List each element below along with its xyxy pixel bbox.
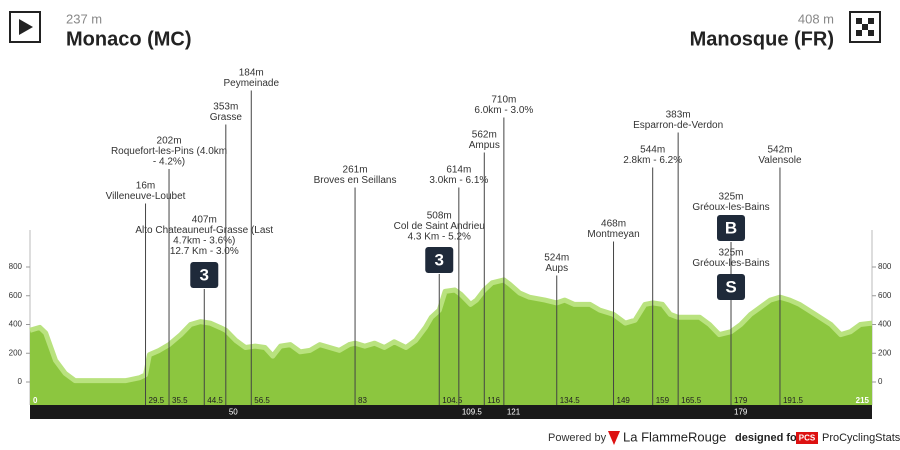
- x-tick-label: 35.5: [172, 396, 188, 405]
- x-tick-label: 50: [229, 408, 238, 417]
- x-tick-label: 29.5: [149, 396, 165, 405]
- waypoint-label: Peymeinade: [223, 78, 279, 89]
- start-icon: [9, 11, 41, 43]
- elevation-line: [29, 277, 873, 384]
- x-tick-label: 149: [617, 396, 631, 405]
- x-tick-label: 109.5: [462, 408, 483, 417]
- badge: [717, 215, 746, 241]
- waypoint-label: 383m: [666, 110, 691, 121]
- waypoint-label: 2.8km - 6.2%: [623, 155, 682, 166]
- x-tick-label: 159: [656, 396, 670, 405]
- waypoint-label: 261m: [343, 165, 368, 176]
- y-tick-label: 800: [878, 262, 892, 271]
- x-tick-label: 134.5: [560, 396, 581, 405]
- y-tick-label: 0: [18, 377, 23, 386]
- y-tick-label: 0: [878, 377, 883, 386]
- waypoint-label: Esparron-de-Verdon: [633, 120, 723, 131]
- distance-band: [30, 405, 872, 419]
- footer: Powered by La FlammeRouge designed for P…: [548, 429, 900, 445]
- x-tick-label: 0: [33, 396, 38, 405]
- x-tick-label: 191.5: [783, 396, 804, 405]
- x-tick-label: 179: [734, 408, 748, 417]
- waypoint-label: Ampus: [469, 140, 500, 151]
- y-tick-label: 200: [878, 348, 892, 357]
- waypoint-label: 184m: [239, 68, 264, 79]
- start-name: Monaco (MC): [66, 28, 192, 50]
- y-tick-label: 200: [9, 348, 23, 357]
- waypoint-label: Grasse: [210, 112, 243, 123]
- x-tick-label: 121: [507, 408, 521, 417]
- waypoint-label: 325m: [719, 192, 744, 203]
- waypoint-label: Aups: [545, 263, 568, 274]
- x-tick-label: 83: [358, 396, 367, 405]
- badge-label: S: [725, 277, 736, 296]
- badge-label: B: [725, 218, 737, 237]
- waypoint-label: Villeneuve-Loubet: [106, 191, 186, 202]
- waypoint-label: 202m: [157, 136, 182, 147]
- waypoint-label: 3.0km - 6.1%: [429, 175, 488, 186]
- waypoint-label: Col de Saint Andrieu: [394, 221, 485, 232]
- x-tick-label: 179: [734, 396, 748, 405]
- waypoint-label: 468m: [601, 219, 626, 230]
- waypoint-label: 508m: [427, 211, 452, 222]
- start-arrow: [19, 19, 33, 35]
- start-altitude: 237 m: [66, 11, 102, 26]
- finish-altitude: 408 m: [798, 11, 834, 26]
- waypoint-label: 12.7 Km - 3.0%: [170, 246, 239, 257]
- elevation-area: [30, 279, 872, 405]
- waypoint-label: 4.3 Km - 5.2%: [408, 232, 471, 243]
- waypoint-label: Gréoux-les-Bains: [692, 202, 769, 213]
- x-tick-label: 56.5: [254, 396, 270, 405]
- x-tick-label: 215: [856, 396, 870, 405]
- waypoint-label: 4.7km - 3.6%): [173, 236, 235, 247]
- badge: [425, 247, 454, 273]
- waypoint-label: 542m: [767, 145, 792, 156]
- brand-logo: [608, 431, 620, 445]
- x-tick-label: 104.5: [442, 396, 463, 405]
- y-tick-label: 600: [9, 291, 23, 300]
- y-tick-label: 400: [9, 320, 23, 329]
- waypoint-label: 353m: [213, 102, 238, 113]
- waypoint-label: Valensole: [758, 155, 802, 166]
- waypoint-label: 16m: [136, 181, 155, 192]
- footer-brand: La FlammeRouge: [623, 429, 726, 444]
- finish-name: Manosque (FR): [690, 28, 834, 50]
- waypoint-label: 524m: [544, 253, 569, 264]
- waypoint-label: 544m: [640, 145, 665, 156]
- x-tick-label: 44.5: [207, 396, 223, 405]
- waypoint-label: Alto Chateauneuf-Grasse (Last: [135, 225, 273, 236]
- x-tick-label: 116: [487, 396, 500, 405]
- footer-site: ProCyclingStats: [822, 432, 900, 444]
- footer-designed: designed for: [735, 432, 802, 444]
- x-tick-label: 165.5: [681, 396, 702, 405]
- waypoint-label: 325m: [719, 248, 744, 259]
- waypoint-label: Roquefort-les-Pins (4.0km: [111, 146, 227, 157]
- badge: [717, 274, 746, 300]
- waypoint-label: 562m: [472, 130, 497, 141]
- y-tick-label: 600: [878, 291, 892, 300]
- footer-powered: Powered by: [548, 432, 607, 444]
- y-tick-label: 800: [9, 262, 23, 271]
- badge: [190, 262, 219, 288]
- badge-label: 3: [200, 265, 209, 284]
- waypoint-label: - 4.2%): [153, 157, 185, 168]
- y-tick-label: 400: [878, 320, 892, 329]
- waypoint-label: 407m: [192, 215, 217, 226]
- waypoint-label: Gréoux-les-Bains: [692, 258, 769, 269]
- pcs-box: [796, 432, 818, 444]
- finish-flag: [849, 11, 881, 43]
- waypoint-label: 710m: [491, 95, 516, 106]
- footer-pcs: PCS: [799, 434, 816, 443]
- waypoint-label: Broves en Seillans: [314, 175, 397, 186]
- waypoint-label: Montmeyan: [587, 229, 639, 240]
- badge-label: 3: [435, 250, 444, 269]
- waypoint-label: 6.0km - 3.0%: [474, 105, 533, 116]
- waypoint-label: 614m: [446, 165, 471, 176]
